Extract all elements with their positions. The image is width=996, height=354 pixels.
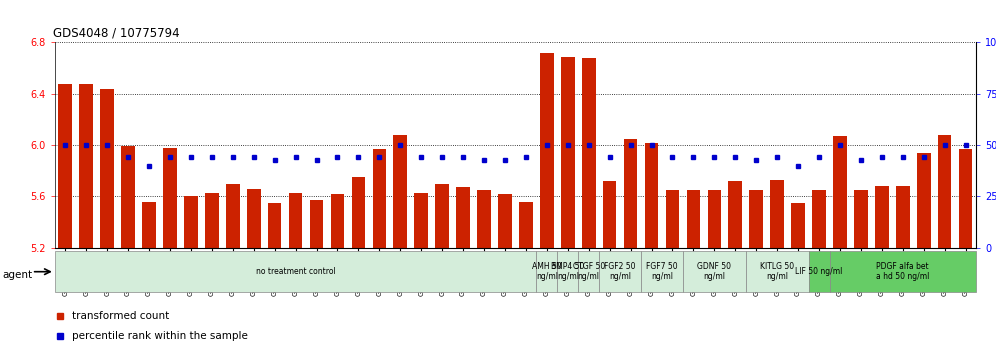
Text: KITLG 50
ng/ml: KITLG 50 ng/ml: [760, 262, 794, 281]
Bar: [289, 193, 303, 248]
Bar: [558, 251, 579, 292]
Bar: [770, 180, 784, 248]
Bar: [959, 149, 972, 248]
Bar: [205, 193, 219, 248]
Bar: [184, 196, 197, 248]
Bar: [352, 177, 366, 248]
Bar: [683, 251, 746, 292]
Bar: [456, 188, 470, 248]
Bar: [686, 190, 700, 248]
Bar: [746, 251, 809, 292]
Text: PDGF alfa bet
a hd 50 ng/ml: PDGF alfa bet a hd 50 ng/ml: [876, 262, 929, 281]
Bar: [896, 186, 909, 248]
Bar: [247, 189, 261, 248]
Bar: [561, 57, 575, 248]
Bar: [373, 149, 386, 248]
Bar: [938, 135, 951, 248]
Bar: [163, 148, 176, 248]
Bar: [80, 84, 93, 248]
Bar: [331, 194, 345, 248]
Text: FGF7 50
ng/ml: FGF7 50 ng/ml: [646, 262, 678, 281]
Bar: [707, 190, 721, 248]
Bar: [603, 181, 617, 248]
Bar: [268, 203, 282, 248]
Bar: [791, 203, 805, 248]
Bar: [310, 200, 324, 248]
Bar: [812, 190, 826, 248]
Text: GDNF 50
ng/ml: GDNF 50 ng/ml: [697, 262, 731, 281]
Bar: [665, 190, 679, 248]
Bar: [834, 136, 847, 248]
Bar: [641, 251, 683, 292]
Text: percentile rank within the sample: percentile rank within the sample: [72, 331, 248, 341]
Bar: [728, 181, 742, 248]
Bar: [55, 251, 537, 292]
Bar: [414, 193, 428, 248]
Text: AMH 50
ng/ml: AMH 50 ng/ml: [532, 262, 562, 281]
Bar: [809, 251, 830, 292]
Bar: [519, 202, 533, 248]
Text: CTGF 50
ng/ml: CTGF 50 ng/ml: [573, 262, 605, 281]
Text: agent: agent: [2, 270, 32, 280]
Bar: [142, 202, 155, 248]
Bar: [122, 147, 134, 248]
Bar: [855, 190, 868, 248]
Bar: [537, 251, 558, 292]
Bar: [59, 84, 72, 248]
Bar: [435, 184, 449, 248]
Bar: [644, 143, 658, 248]
Bar: [477, 190, 491, 248]
Bar: [582, 58, 596, 248]
Bar: [579, 251, 600, 292]
Bar: [226, 184, 240, 248]
Bar: [498, 194, 512, 248]
Bar: [749, 190, 763, 248]
Bar: [623, 139, 637, 248]
Bar: [830, 251, 976, 292]
Text: GDS4048 / 10775794: GDS4048 / 10775794: [53, 27, 179, 40]
Bar: [600, 251, 641, 292]
Text: FGF2 50
ng/ml: FGF2 50 ng/ml: [605, 262, 635, 281]
Text: LIF 50 ng/ml: LIF 50 ng/ml: [796, 267, 843, 276]
Text: BMP4 50
ng/ml: BMP4 50 ng/ml: [551, 262, 585, 281]
Text: transformed count: transformed count: [72, 311, 169, 321]
Bar: [101, 89, 114, 248]
Bar: [917, 153, 930, 248]
Bar: [875, 186, 888, 248]
Bar: [393, 135, 407, 248]
Text: no treatment control: no treatment control: [256, 267, 336, 276]
Bar: [540, 53, 554, 248]
